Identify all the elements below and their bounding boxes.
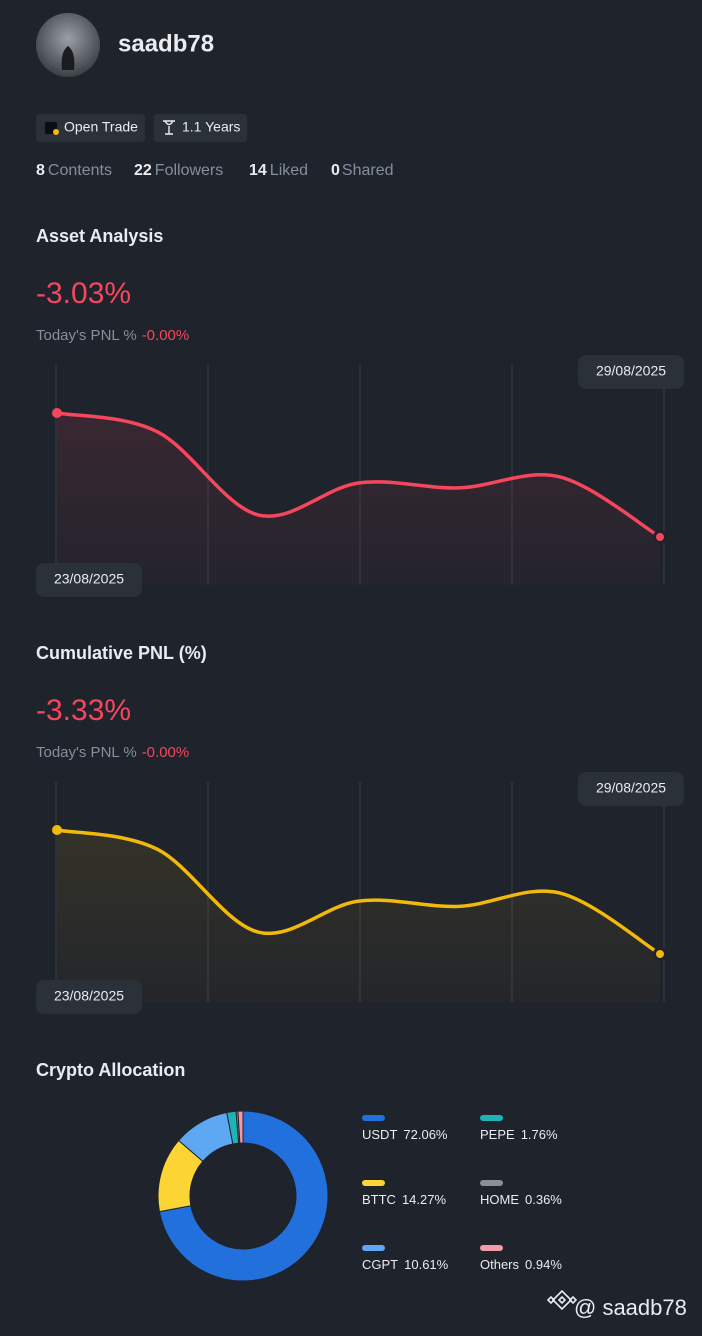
legend-swatch	[480, 1245, 503, 1251]
legend-value: 14.27%	[402, 1192, 447, 1207]
area	[57, 413, 660, 585]
legend-swatch	[362, 1180, 385, 1186]
legend-entry: HOME 0.36%	[480, 1192, 562, 1207]
end-point	[653, 947, 667, 961]
headline-value: -3.33%	[36, 694, 131, 727]
badge-label: Open Trade	[64, 119, 138, 135]
badge	[36, 114, 145, 142]
legend-name: BTTC	[362, 1192, 396, 1207]
legend-entry: Others 0.94%	[480, 1257, 562, 1272]
stat-label: Followers	[155, 162, 223, 179]
today-value: -0.00%	[142, 744, 190, 761]
start-date: 23/08/2025	[54, 988, 124, 1004]
legend-name: Others	[480, 1257, 520, 1272]
badge	[154, 114, 247, 142]
stat: 22 Followers	[134, 162, 223, 179]
avatar[interactable]	[36, 13, 100, 77]
start-point	[52, 408, 62, 418]
start-point	[52, 825, 62, 835]
today-pnl: Today's PNL % -0.00%	[36, 744, 189, 761]
legend-value: 0.36%	[525, 1192, 562, 1207]
badge-label: 1.1 Years	[182, 119, 240, 135]
username: saadb78	[118, 30, 214, 57]
stat: 8 Contents	[36, 162, 112, 179]
section-title: Cumulative PNL (%)	[36, 643, 207, 663]
date-bubble	[578, 772, 684, 806]
legend-entry: PEPE 1.76%	[480, 1127, 558, 1142]
section-title: Asset Analysis	[36, 226, 163, 246]
avatar-figure	[61, 46, 75, 70]
end-point	[653, 530, 667, 544]
stat-label: Contents	[48, 162, 112, 179]
today-pnl: Today's PNL % -0.00%	[36, 327, 189, 344]
legend-swatch	[362, 1245, 385, 1251]
end-date: 29/08/2025	[596, 363, 666, 379]
legend-value: 0.94%	[525, 1257, 562, 1272]
legend-entry: USDT 72.06%	[362, 1127, 448, 1142]
date-bubble	[36, 980, 142, 1014]
today-label: Today's PNL %	[36, 327, 137, 344]
stat: 14 Liked	[249, 162, 308, 179]
today-label: Today's PNL %	[36, 744, 137, 761]
donut-slice	[158, 1110, 329, 1282]
today-value: -0.00%	[142, 327, 190, 344]
legend-swatch	[480, 1180, 503, 1186]
date-bubble	[36, 563, 142, 597]
section-title: Crypto Allocation	[36, 1060, 185, 1080]
legend-swatch	[362, 1115, 385, 1121]
watermark: @ saadb78	[574, 1295, 687, 1320]
stat-label: Liked	[270, 162, 308, 179]
headline-value: -3.03%	[36, 277, 131, 310]
donut-slice	[237, 1110, 244, 1144]
line	[56, 828, 661, 956]
badge-icon-dot	[53, 129, 59, 135]
stat-value: 14	[249, 162, 267, 179]
legend-name: CGPT	[362, 1257, 398, 1272]
stat: 0 Shared	[331, 162, 394, 179]
legend-entry: BTTC 14.27%	[362, 1192, 446, 1207]
watermark-logo	[546, 1289, 578, 1311]
legend-name: USDT	[362, 1127, 397, 1142]
stat-value: 8	[36, 162, 45, 179]
legend-entry: CGPT 10.61%	[362, 1257, 449, 1272]
area	[57, 830, 660, 1002]
start-date: 23/08/2025	[54, 571, 124, 587]
legend-value: 1.76%	[521, 1127, 558, 1142]
legend-name: HOME	[480, 1192, 519, 1207]
stat-value: 0	[331, 162, 340, 179]
legend-swatch	[480, 1115, 503, 1121]
badge-icon	[163, 120, 175, 135]
line	[56, 411, 661, 539]
stat-value: 22	[134, 162, 152, 179]
date-bubble	[578, 355, 684, 389]
stat-label: Shared	[342, 162, 394, 179]
legend-value: 72.06%	[403, 1127, 448, 1142]
legend-name: PEPE	[480, 1127, 515, 1142]
end-date: 29/08/2025	[596, 780, 666, 796]
legend-value: 10.61%	[404, 1257, 449, 1272]
stats: 8 Contents 22 Followers 14 Liked 0 Shared	[36, 162, 394, 179]
